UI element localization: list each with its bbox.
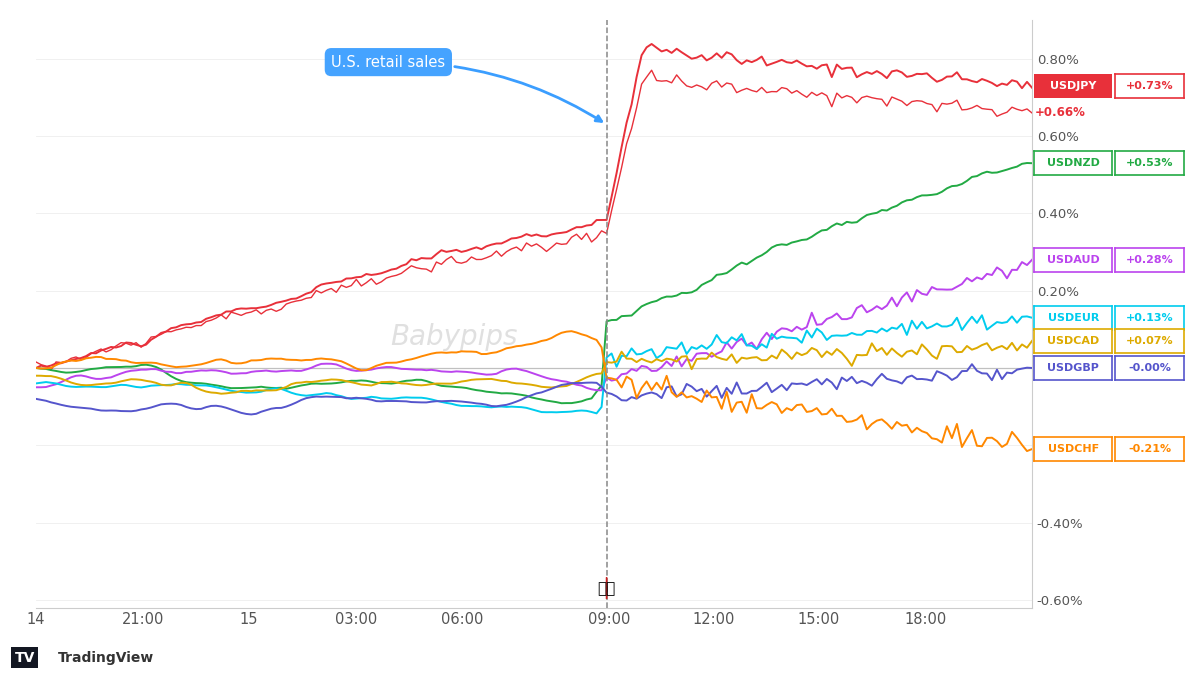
Text: USDJPY: USDJPY [1050, 81, 1097, 91]
Text: TV: TV [14, 651, 35, 665]
Text: U.S. retail sales: U.S. retail sales [331, 55, 601, 122]
Text: USDGBP: USDGBP [1048, 363, 1099, 373]
Text: USDCHF: USDCHF [1048, 444, 1099, 454]
Text: USDAUD: USDAUD [1048, 254, 1099, 265]
Text: USDNZD: USDNZD [1046, 158, 1100, 168]
Text: 🇺🇸: 🇺🇸 [598, 580, 616, 595]
Text: TradingView: TradingView [58, 651, 154, 665]
Text: -0.21%: -0.21% [1128, 444, 1171, 454]
Text: +0.73%: +0.73% [1126, 81, 1174, 91]
Text: USDEUR: USDEUR [1048, 313, 1099, 323]
Text: +0.53%: +0.53% [1126, 158, 1174, 168]
Text: USDCAD: USDCAD [1048, 336, 1099, 346]
Text: -0.00%: -0.00% [1128, 363, 1171, 373]
Text: +0.28%: +0.28% [1126, 254, 1174, 265]
Text: Babypips: Babypips [390, 323, 518, 352]
Text: +0.66%: +0.66% [1034, 107, 1085, 119]
Text: +0.13%: +0.13% [1126, 313, 1174, 323]
Text: +0.07%: +0.07% [1126, 336, 1174, 346]
